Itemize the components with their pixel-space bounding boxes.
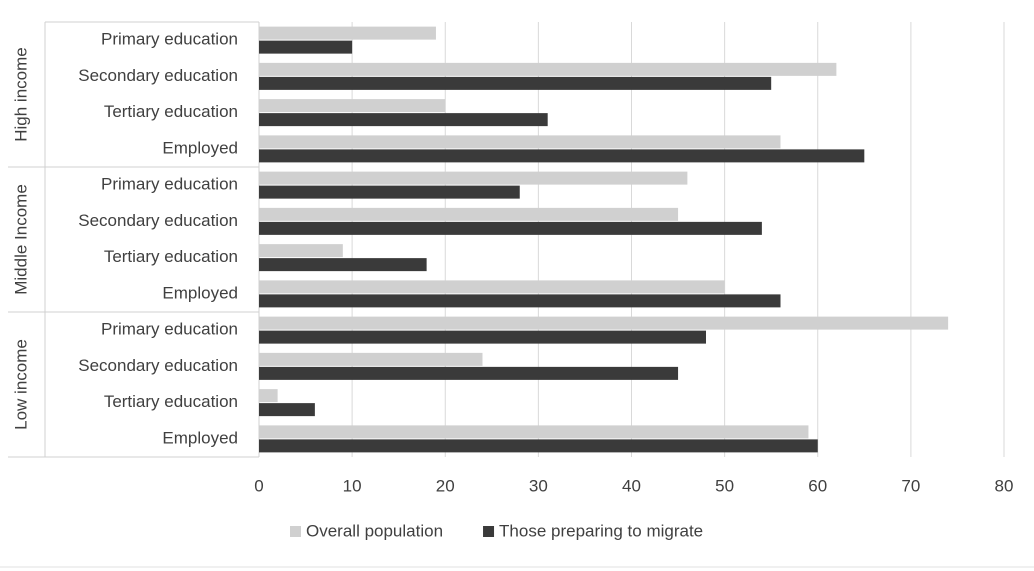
bar [259, 439, 818, 453]
bar [259, 207, 679, 221]
y-tick-label: Primary education [101, 320, 238, 339]
x-tick-label: 60 [808, 476, 827, 495]
y-tick-label: Secondary education [78, 211, 238, 230]
bar [259, 26, 436, 40]
bar [259, 294, 781, 308]
bar [259, 113, 548, 127]
y-tick-label: Employed [162, 138, 238, 157]
bar [259, 330, 706, 344]
bar [259, 425, 809, 439]
group-label: Low income [11, 339, 30, 430]
x-tick-label: 50 [715, 476, 734, 495]
bar [259, 221, 762, 235]
bar [259, 352, 483, 366]
bar [259, 135, 781, 149]
group-label: Middle Income [11, 184, 30, 295]
bar [259, 149, 865, 163]
legend-label: Overall population [306, 521, 443, 540]
legend-label: Those preparing to migrate [499, 521, 703, 540]
x-tick-label: 20 [436, 476, 455, 495]
bar [259, 316, 949, 330]
y-tick-label: Employed [162, 283, 238, 302]
bar [259, 258, 427, 272]
bar [259, 403, 315, 417]
bar [259, 244, 343, 258]
bar [259, 366, 679, 380]
x-tick-label: 70 [901, 476, 920, 495]
bar [259, 76, 772, 90]
bar [259, 280, 725, 294]
bar [259, 40, 353, 54]
y-tick-label: Tertiary education [104, 247, 238, 266]
legend-swatch [483, 526, 495, 537]
y-tick-label: Tertiary education [104, 102, 238, 121]
bar [259, 185, 520, 199]
x-tick-label: 0 [254, 476, 263, 495]
legend-swatch [290, 526, 301, 537]
group-label: High income [11, 47, 30, 142]
x-tick-label: 10 [343, 476, 362, 495]
x-tick-label: 40 [622, 476, 641, 495]
bar [259, 62, 837, 76]
y-tick-label: Secondary education [78, 66, 238, 85]
bar [259, 389, 278, 403]
bar [259, 171, 688, 185]
y-tick-label: Primary education [101, 175, 238, 194]
y-tick-label: Primary education [101, 30, 238, 49]
bar [259, 99, 446, 113]
y-tick-label: Employed [162, 428, 238, 447]
x-tick-label: 30 [529, 476, 548, 495]
y-tick-label: Secondary education [78, 356, 238, 375]
y-tick-label: Tertiary education [104, 392, 238, 411]
x-tick-label: 80 [995, 476, 1014, 495]
